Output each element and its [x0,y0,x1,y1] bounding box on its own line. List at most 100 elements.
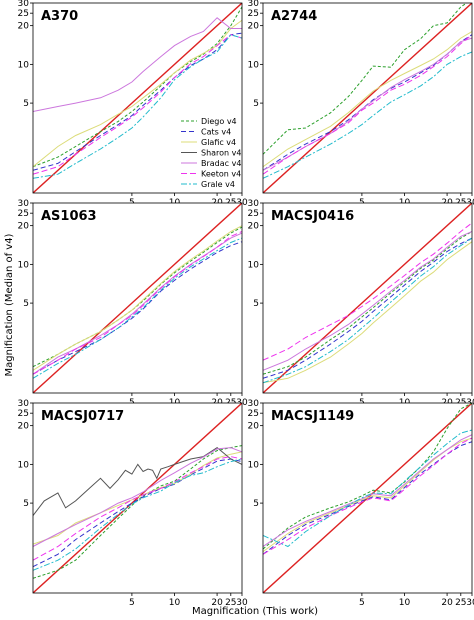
panel-title: MACSJ0416 [271,209,354,224]
y-tick-label: 10 [248,460,260,470]
panel-as1063: 510202530510202530AS1063 [18,199,248,408]
y-tick-label: 10 [18,460,30,470]
panel-title: A370 [41,9,78,24]
plot-frame [262,402,473,594]
x-tick-label: 10 [169,598,181,608]
plot-frame [262,2,473,194]
y-tick-label: 30 [18,0,30,9]
y-tick-label: 20 [248,222,260,232]
y-tick-label: 30 [18,199,30,209]
series-line-cats-v4 [263,237,472,379]
series-line-diego-v4 [263,3,468,155]
series-line-glafic-v4 [263,241,472,384]
x-tick-label: 20 [441,598,453,608]
series-line-bradac-v4 [33,447,242,547]
series-line-grale-v4 [33,237,242,379]
y-tick-label: 5 [253,499,259,509]
y-tick-label: 20 [18,422,30,432]
panel-title: A2744 [271,9,317,24]
series-line-grale-v4 [33,458,242,571]
y-tick-label: 10 [248,260,260,270]
x-tick-label: 30 [466,598,474,608]
panel-a2744: 510202530510202530A2744 [248,0,474,208]
plot-frame [32,202,243,394]
series-line-keeton-v4 [263,437,472,555]
y-axis-label: Magnification (Median of v4) [4,233,15,376]
legend-label: Keeton v4 [201,170,241,179]
legend-label: Cats v4 [201,128,231,137]
series-line-grale-v4 [263,237,472,384]
plot-lines [263,3,472,193]
series-line-cats-v4 [33,458,242,568]
legend-label: Glafic v4 [201,138,236,147]
one-to-one-line [33,203,242,393]
plot-lines [33,203,242,393]
y-tick-label: 5 [23,299,29,309]
panel-title: AS1063 [41,209,97,224]
y-tick-label: 10 [248,60,260,70]
series-line-keeton-v4 [263,222,472,361]
series-line-bradac-v4 [263,434,472,547]
x-tick-label: 30 [236,598,248,608]
x-tick-label: 25 [455,598,466,608]
x-axis-label: Magnification (This work) [192,606,318,617]
panel-macsj0416: 510202530510202530MACSJ0416 [248,199,474,408]
series-line-grale-v4 [263,429,472,548]
panel-title: MACSJ1149 [271,409,354,424]
panel-title: MACSJ0717 [41,409,124,424]
y-tick-label: 25 [18,209,29,219]
series-line-diego-v4 [33,445,242,579]
plot-lines [33,3,242,193]
series-line-sharon-v4 [33,446,242,516]
series-line-grale-v4 [263,51,472,179]
legend-label: Diego v4 [201,117,237,126]
y-tick-label: 30 [248,399,260,409]
y-tick-label: 5 [253,299,259,309]
one-to-one-line [33,403,242,593]
y-tick-label: 5 [23,99,29,109]
y-tick-label: 20 [248,422,260,432]
y-tick-label: 25 [248,409,259,419]
y-tick-label: 5 [253,99,259,109]
y-tick-label: 20 [248,22,260,32]
one-to-one-line [33,3,242,193]
series-line-cats-v4 [33,241,242,375]
series-line-keeton-v4 [263,34,472,175]
series-line-keeton-v4 [33,231,242,375]
series-line-bradac-v4 [33,17,242,112]
series-line-glafic-v4 [33,225,242,371]
series-line-glafic-v4 [263,31,472,168]
y-tick-label: 5 [23,499,29,509]
y-tick-label: 10 [18,60,30,70]
series-line-diego-v4 [263,403,472,550]
plot-lines [33,403,242,593]
y-tick-label: 30 [248,199,260,209]
y-tick-label: 25 [18,9,29,19]
x-tick-label: 25 [225,598,236,608]
series-line-cats-v4 [33,32,242,171]
plot-frame [262,202,473,394]
plot-frame [32,402,243,594]
plot-lines [263,203,472,393]
panel-macsj1149: 510202530510202530MACSJ1149 [248,399,474,608]
y-tick-label: 20 [18,222,30,232]
series-line-diego-v4 [33,6,242,168]
x-tick-label: 20 [211,598,223,608]
y-tick-label: 30 [248,0,260,9]
y-tick-label: 10 [18,260,30,270]
y-tick-label: 25 [248,209,259,219]
x-tick-label: 5 [359,598,365,608]
legend-label: Bradac v4 [201,159,241,168]
legend-label: Grale v4 [201,180,235,189]
x-tick-label: 10 [399,598,411,608]
series-line-glafic-v4 [33,19,242,168]
y-tick-label: 20 [18,22,30,32]
series-line-grale-v4 [33,34,242,179]
y-tick-label: 30 [18,399,30,409]
x-tick-label: 5 [129,598,135,608]
series-line-bradac-v4 [263,231,472,371]
